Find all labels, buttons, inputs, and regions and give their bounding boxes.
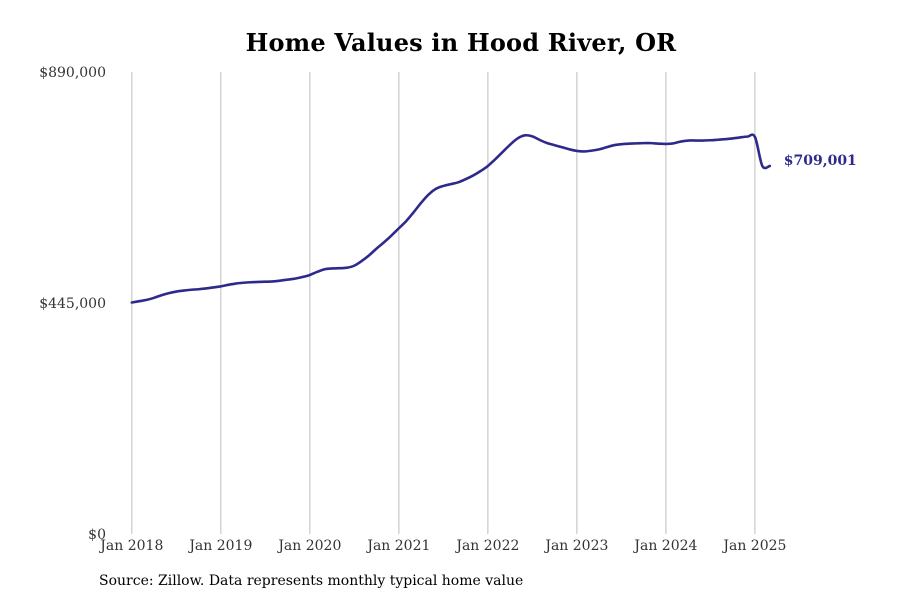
x-axis-ticks: Jan 2018 Jan 2019 Jan 2020 Jan 2021 Jan 2022…: [98, 538, 786, 554]
x-tick-label: Jan 2020: [276, 538, 341, 554]
annotation-layer: $709,001: [784, 153, 857, 169]
x-tick-label: Jan 2018: [98, 538, 163, 554]
gridlines: [131, 72, 756, 534]
last-value-label: $709,001: [784, 153, 857, 169]
source-note: Source: Zillow. Data represents monthly …: [99, 573, 524, 589]
x-tick-label: Jan 2022: [454, 538, 519, 554]
x-tick-label: Jan 2023: [543, 538, 608, 554]
x-tick-label: Jan 2021: [365, 538, 430, 554]
series-line: [130, 133, 772, 304]
x-tick-label: Jan 2019: [187, 538, 252, 554]
chart-title: Home Values in Hood River, OR: [245, 28, 677, 57]
x-tick-label: Jan 2025: [721, 538, 786, 554]
y-tick-label: $890,000: [39, 65, 106, 81]
y-tick-label: $0: [88, 527, 106, 543]
y-tick-label: $445,000: [39, 296, 106, 312]
series-layer: [130, 133, 772, 304]
y-axis-ticks: $0 $445,000 $890,000: [39, 65, 106, 543]
x-tick-label: Jan 2024: [632, 538, 697, 554]
